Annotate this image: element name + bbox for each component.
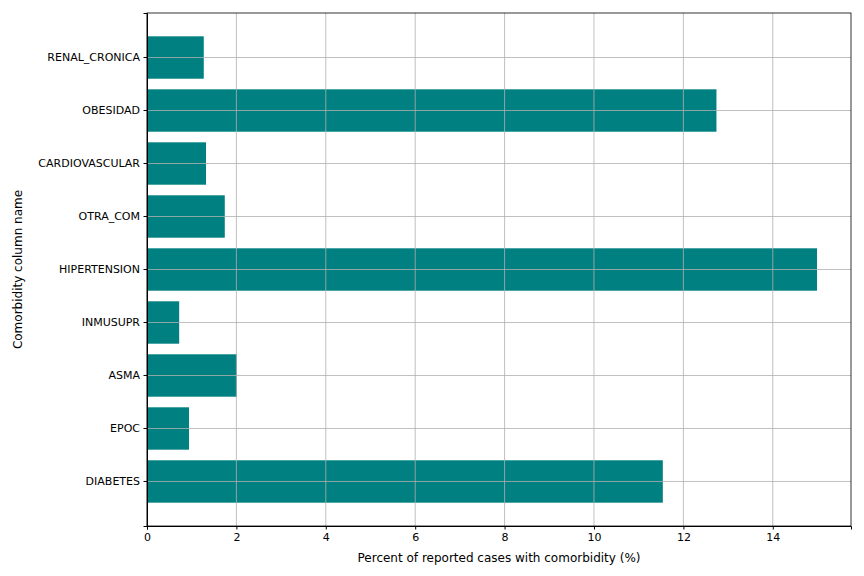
grid-line: [147, 375, 851, 376]
tick: 0: [144, 526, 151, 544]
tick: RENAL_CRONICA: [47, 51, 147, 64]
tick: ASMA: [108, 369, 147, 382]
tick-label: 0: [144, 531, 151, 544]
tick-mark: [144, 428, 148, 429]
tick-mark: [594, 526, 595, 530]
tick-mark: [144, 322, 148, 323]
tick: EPOC: [110, 422, 147, 435]
grid-line: [147, 269, 851, 270]
grid-line: [147, 110, 851, 111]
tick: 8: [502, 526, 509, 544]
tick-mark: [236, 526, 237, 530]
tick-label: CARDIOVASCULAR: [38, 157, 140, 170]
tick: 2: [233, 526, 240, 544]
tick-mark: [505, 526, 506, 530]
tick-mark: [144, 110, 148, 111]
grid-line: [147, 322, 851, 323]
grid-line: [147, 57, 851, 58]
axis-line: [144, 14, 148, 527]
grid: [147, 13, 851, 526]
tick-label: RENAL_CRONICA: [47, 51, 140, 64]
tick-mark: [415, 526, 416, 530]
tick-mark: [144, 481, 148, 482]
chart: 0 2 4 6 8 10 12 14 DIABETES EPOC ASMA INMUSUPR HIPER…: [0, 0, 864, 576]
tick-mark: [326, 526, 327, 530]
tick: 6: [412, 526, 419, 544]
tick-label: EPOC: [110, 422, 140, 435]
tick: 10: [587, 526, 601, 544]
frame: [147, 13, 851, 526]
tick-mark: [144, 163, 148, 164]
grid-line: [147, 428, 851, 429]
plot: 0 2 4 6 8 10 12 14 DIABETES EPOC ASMA INMUSUPR HIPER…: [38, 13, 851, 544]
grid-line: [147, 481, 851, 482]
tick-mark: [144, 269, 148, 270]
tick-label: ASMA: [108, 369, 140, 382]
tick-mark: [144, 216, 148, 217]
axis-line: [148, 527, 852, 530]
tick-mark: [144, 375, 148, 376]
tick-label: OBESIDAD: [82, 104, 140, 117]
tick-label: 2: [233, 531, 240, 544]
tick: OTRA_COM: [79, 210, 147, 223]
tick: CARDIOVASCULAR: [38, 157, 147, 170]
tick: 12: [677, 526, 691, 544]
x-axis: 0 2 4 6 8 10 12 14: [144, 526, 852, 544]
tick: HIPERTENSION: [59, 263, 147, 276]
tick: INMUSUPR: [82, 316, 147, 329]
grid-line: [147, 216, 851, 217]
tick-mark: [773, 526, 774, 530]
tick-mark: [144, 57, 148, 58]
tick-label: 4: [323, 531, 330, 544]
y-axis: DIABETES EPOC ASMA INMUSUPR HIPERTENSION OTRA…: [38, 14, 147, 527]
tick: OBESIDAD: [82, 104, 147, 117]
tick-mark: [683, 526, 684, 530]
y-axis-title: Comorbidity column name: [11, 190, 25, 349]
x-axis-title: Percent of reported cases with comorbidi…: [358, 551, 641, 565]
tick-label: 10: [587, 531, 601, 544]
tick: DIABETES: [86, 475, 147, 488]
tick: 14: [766, 526, 780, 544]
tick-label: 14: [766, 531, 780, 544]
tick-label: INMUSUPR: [82, 316, 141, 329]
tick-label: OTRA_COM: [79, 210, 140, 223]
tick-label: 8: [502, 531, 509, 544]
tick-label: HIPERTENSION: [59, 263, 140, 276]
tick-label: 6: [412, 531, 419, 544]
tick-label: DIABETES: [86, 475, 140, 488]
grid-line: [147, 163, 851, 164]
tick-label: 12: [677, 531, 691, 544]
tick: 4: [323, 526, 330, 544]
